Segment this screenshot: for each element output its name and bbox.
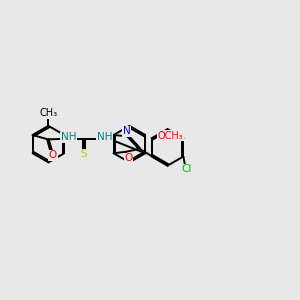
Text: CH₃: CH₃: [39, 109, 58, 118]
Text: OCH₃: OCH₃: [158, 131, 184, 141]
Text: NH: NH: [97, 132, 112, 142]
Text: NH: NH: [61, 132, 76, 142]
Text: S: S: [80, 149, 87, 159]
Text: N: N: [123, 126, 130, 136]
Text: Cl: Cl: [182, 164, 192, 174]
Text: O: O: [124, 153, 133, 163]
Text: O: O: [49, 150, 57, 160]
